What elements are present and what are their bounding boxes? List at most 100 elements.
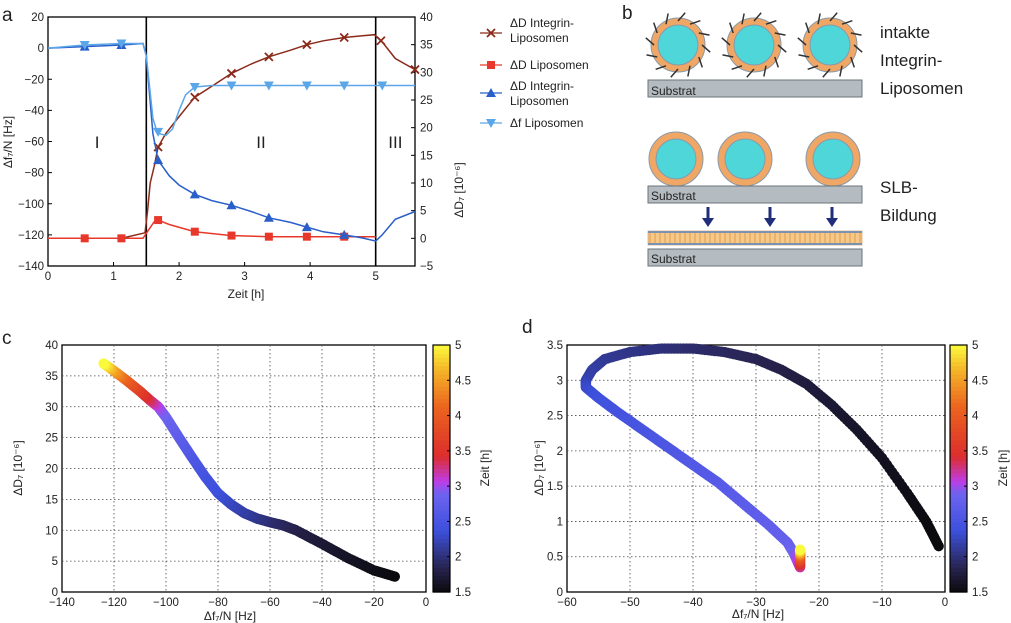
colorbar-tick-label: 4 bbox=[455, 411, 462, 423]
integrin-tether bbox=[729, 22, 734, 34]
colorbar-segment bbox=[950, 480, 967, 486]
colorbar-segment bbox=[950, 349, 967, 354]
colorbar-tick-label: 3 bbox=[455, 481, 461, 493]
colorbar-segment bbox=[950, 443, 967, 449]
colorbar-segment bbox=[950, 542, 967, 548]
integrin-tether bbox=[797, 37, 807, 46]
colorbar-segment bbox=[950, 402, 967, 408]
colorbar-segment bbox=[433, 575, 450, 581]
y-tick-label: 3.5 bbox=[547, 340, 563, 352]
colorbar-segment bbox=[950, 472, 967, 478]
integrin-tether bbox=[753, 12, 762, 22]
y-axis-label-c: ΔD₇ [10⁻⁶] bbox=[11, 440, 25, 495]
colorbar-segment bbox=[950, 484, 967, 490]
y-tick-label-left-a: 0 bbox=[38, 43, 44, 55]
marker-square bbox=[80, 234, 89, 243]
colorbar-segment bbox=[433, 447, 450, 453]
marker-x bbox=[190, 92, 200, 102]
diagram-label-slb-2: Bildung bbox=[880, 206, 937, 225]
y-tick-label: 40 bbox=[45, 340, 58, 352]
y-tick-label-right-a: 10 bbox=[420, 178, 433, 190]
colorbar-segment bbox=[950, 546, 967, 552]
colorbar-segment bbox=[433, 460, 450, 465]
integrin-tether bbox=[850, 32, 862, 36]
colorbar-segment bbox=[433, 419, 450, 424]
substrate-bar-1 bbox=[647, 79, 863, 98]
panel-letter-d: d bbox=[522, 317, 533, 338]
colorbar-segment bbox=[433, 546, 450, 552]
marker-triangle-down bbox=[226, 81, 237, 91]
chart-a-content: 0 1 2 3 4 5 −140 −120 −100 −80 −60 −40 −20 0 20 −5 0 5 10 1… bbox=[18, 12, 433, 283]
colorbar-segment bbox=[950, 567, 967, 573]
y-axis-label-d: ΔD₇ [10⁻⁶] bbox=[532, 440, 546, 495]
marker-triangle-down bbox=[116, 39, 127, 49]
integrin-liposome bbox=[797, 12, 863, 78]
y-tick-label: 0 bbox=[52, 587, 58, 599]
diagram-label-slb-1: SLB- bbox=[880, 178, 918, 197]
colorbar-segment bbox=[950, 357, 967, 363]
colorbar-segment bbox=[433, 439, 450, 445]
colorbar-segment bbox=[950, 353, 967, 358]
colorbar-segment bbox=[950, 489, 967, 494]
integrin-liposome bbox=[645, 12, 711, 78]
colorbar-segment bbox=[433, 390, 450, 395]
marker-triangle-up bbox=[189, 189, 200, 199]
x-tick-label: −120 bbox=[101, 597, 127, 609]
integrin-tether bbox=[653, 22, 658, 34]
integrin-tether bbox=[807, 65, 819, 70]
phase-label: II bbox=[256, 133, 265, 152]
substrate-bar-2 bbox=[647, 185, 863, 204]
panel-b-diagram: b intakte Integrin- Liposomen SLB- Bildu… bbox=[622, 3, 963, 267]
colorbar-segment bbox=[950, 423, 967, 428]
y-tick-label: 1 bbox=[557, 516, 563, 528]
legend-entry-df-integrin: ΔD Integrin- Liposomen bbox=[480, 79, 574, 108]
y-tick-label-right-a: 30 bbox=[420, 67, 433, 79]
plot-frame-a bbox=[47, 16, 416, 267]
y-tick-label-right-a: 5 bbox=[420, 206, 426, 218]
marker-triangle-down bbox=[263, 81, 274, 91]
integrin-tether bbox=[646, 54, 658, 58]
colorbar-segment bbox=[950, 456, 967, 461]
colorbar-segment bbox=[433, 559, 450, 564]
colorbar-segment bbox=[433, 550, 450, 556]
integrin-tether bbox=[850, 56, 855, 68]
x-tick-label-a: 4 bbox=[307, 271, 314, 283]
marker-square bbox=[117, 234, 126, 243]
colorbar-segment bbox=[433, 513, 450, 519]
y-tick-label: 0 bbox=[557, 587, 563, 599]
colorbar-segment bbox=[433, 493, 450, 498]
colorbar-segment bbox=[433, 517, 450, 523]
colorbar-segment bbox=[950, 427, 967, 433]
colorbar-segment bbox=[950, 452, 967, 457]
y-tick-label-left-a: −140 bbox=[18, 261, 44, 273]
liposome bbox=[717, 131, 773, 187]
integrin-tether bbox=[774, 56, 779, 68]
x-tick-label: −40 bbox=[683, 597, 703, 609]
colorbar-segment bbox=[433, 501, 450, 507]
colorbar-segment bbox=[433, 538, 450, 544]
marker-triangle-down bbox=[79, 41, 90, 51]
series-line-a-0 bbox=[48, 33, 416, 240]
y-tick-label: 0.5 bbox=[547, 552, 563, 564]
colorbar-segment bbox=[433, 406, 450, 412]
y-tick-label-left-a: −120 bbox=[18, 230, 44, 242]
integrin-tether bbox=[774, 32, 786, 36]
marker-square bbox=[264, 232, 273, 241]
integrin-tether bbox=[798, 54, 810, 58]
diagram-label-intact-2: Integrin- bbox=[880, 51, 942, 70]
colorbar-segment bbox=[950, 369, 967, 375]
colorbar-tick-label: 2 bbox=[972, 552, 978, 564]
y-tick-label: 20 bbox=[45, 464, 58, 476]
colorbar-segment bbox=[433, 530, 450, 535]
y-tick-label: 2.5 bbox=[547, 411, 563, 423]
marker-triangle-down bbox=[301, 81, 312, 91]
y-tick-label: 35 bbox=[45, 371, 58, 383]
colorbar-segment bbox=[433, 373, 450, 379]
colorbar-segment bbox=[950, 414, 967, 420]
y-tick-label: 5 bbox=[52, 556, 58, 568]
colorbar-segment bbox=[433, 365, 450, 371]
x-tick-label: −60 bbox=[557, 597, 577, 609]
integrin-tether bbox=[721, 37, 731, 46]
x-tick-label: −20 bbox=[364, 597, 384, 609]
series-line-a-3 bbox=[47, 42, 415, 137]
